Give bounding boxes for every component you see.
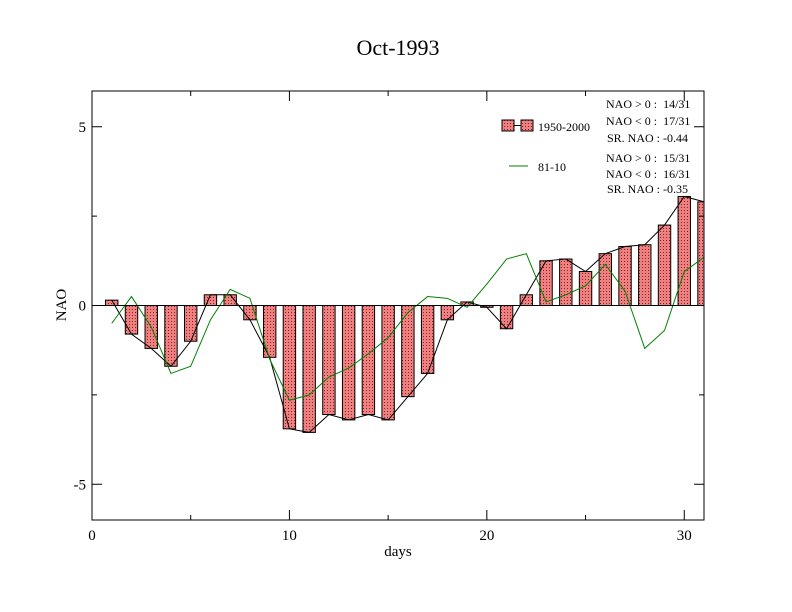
bar-day-14: [361, 305, 376, 416]
series-81-10-line: [111, 253, 704, 401]
stat-8110-nao-positive: NAO > 0 : 15/31: [606, 151, 690, 165]
legend: 1950-2000 81-10: [501, 119, 590, 174]
stats-annotations: NAO > 0 : 14/31 NAO < 0 : 17/31 SR. NAO …: [606, 97, 690, 196]
bar-day-21: [499, 305, 514, 330]
bar-day-10: [282, 305, 297, 430]
bar-day-16: [401, 305, 415, 398]
bar-day-24: [559, 258, 573, 306]
x-tick-label-30: 30: [677, 528, 692, 544]
legend-bar-swatch-left: [501, 119, 515, 132]
bar-day-29: [657, 224, 672, 306]
bar-day-12: [322, 305, 336, 416]
bar-day-2: [124, 305, 139, 335]
bar-day-27: [618, 246, 632, 306]
bar-day-26: [598, 253, 612, 307]
bar-day-18: [440, 305, 455, 321]
legend-label-1950-2000: 1950-2000: [538, 120, 590, 134]
bar-day-4: [164, 305, 178, 367]
bar-day-13: [341, 305, 356, 421]
bar-day-5: [184, 305, 198, 342]
legend-bar-swatch-right: [520, 119, 534, 132]
chart-title: Oct-1993: [356, 35, 439, 60]
bar-day-11: [302, 305, 316, 433]
stat-1950-nao-positive: NAO > 0 : 14/31: [606, 97, 690, 111]
bar-day-17: [420, 305, 435, 374]
series-1950-2000-line: [111, 195, 704, 433]
bar-day-25: [578, 271, 593, 307]
stat-1950-nao-negative: NAO < 0 : 17/31: [606, 114, 690, 128]
legend-label-81-10: 81-10: [538, 160, 566, 174]
stat-8110-sr-nao: SR. NAO : -0.35: [607, 182, 688, 196]
bar-day-22: [519, 294, 534, 306]
y-tick-label-5: 5: [79, 120, 87, 136]
bar-day-28: [638, 244, 652, 307]
stat-1950-sr-nao: SR. NAO : -0.44: [607, 131, 688, 145]
y-tick-label--5: -5: [74, 477, 87, 493]
x-tick-label-10: 10: [282, 528, 297, 544]
y-axis-label: NAO: [54, 289, 70, 322]
bar-day-30: [677, 195, 691, 306]
x-axis-label: days: [384, 544, 412, 560]
bar-day-15: [381, 305, 395, 421]
x-tick-label-0: 0: [88, 528, 96, 544]
x-tick-label-20: 20: [479, 528, 494, 544]
stat-8110-nao-negative: NAO < 0 : 16/31: [606, 167, 690, 181]
y-tick-label-0: 0: [79, 299, 87, 315]
